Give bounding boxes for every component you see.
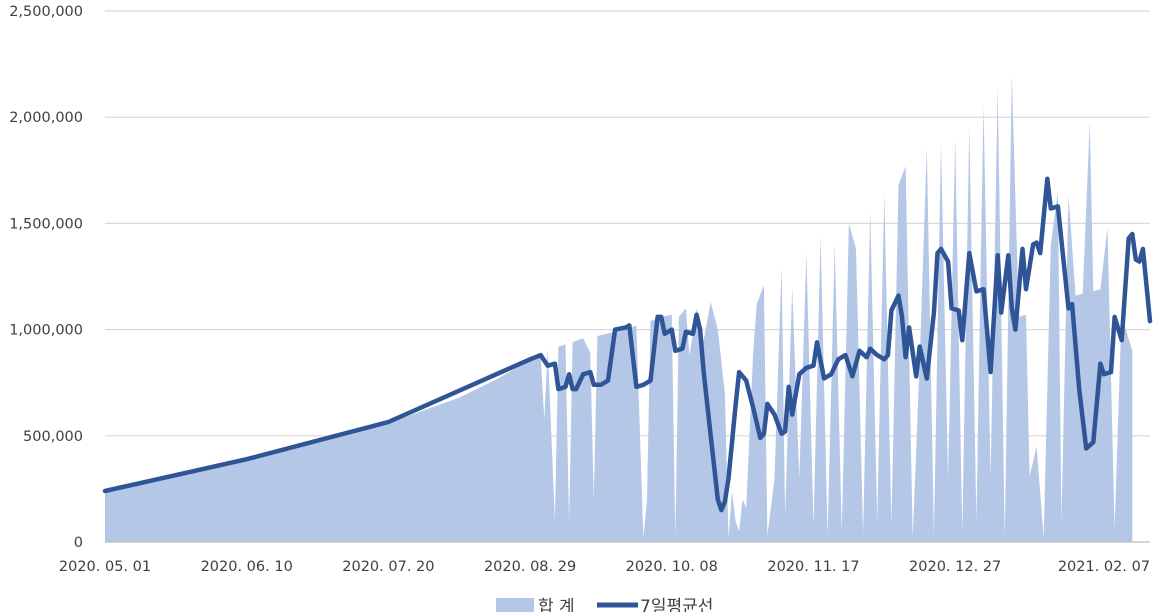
legend-label-area: 합 계: [538, 597, 575, 612]
y-tick-label: 1,000,000: [9, 323, 83, 339]
x-tick-label: 2020. 06. 10: [201, 559, 293, 575]
x-tick-label: 2020. 05. 01: [59, 559, 151, 575]
line-series-7day-average: [102, 176, 1153, 513]
area-series-total: [105, 74, 1133, 542]
legend: 합 계 7일평균선: [496, 597, 713, 612]
y-tick-label: 500,000: [23, 429, 83, 445]
y-tick-label: 2,500,000: [9, 4, 83, 20]
area-series-layer: [105, 74, 1133, 542]
y-tick-label: 0: [74, 535, 83, 551]
x-tick-label: 2020. 07. 20: [342, 559, 434, 575]
legend-label-line: 7일평균선: [640, 597, 713, 612]
y-tick-label: 1,500,000: [9, 216, 83, 232]
line-series-layer: [102, 176, 1153, 513]
x-tick-label: 2020. 12. 27: [909, 559, 1001, 575]
y-tick-label: 2,000,000: [9, 110, 83, 126]
x-tick-label: 2020. 11. 17: [767, 559, 859, 575]
x-tick-label: 2020. 10. 08: [626, 559, 718, 575]
x-axis-labels: 2020. 05. 01 2020. 06. 10 2020. 07. 20 2020…: [59, 559, 1150, 575]
legend-swatch-area: [496, 598, 534, 612]
x-tick-label: 2021. 02. 07: [1058, 559, 1150, 575]
x-tick-label: 2020. 08. 29: [484, 559, 576, 575]
gridlines: [105, 10, 1150, 437]
y-axis-labels: 0 500,000 1,000,000 1,500,000 2,000,000 2,500…: [9, 4, 83, 551]
